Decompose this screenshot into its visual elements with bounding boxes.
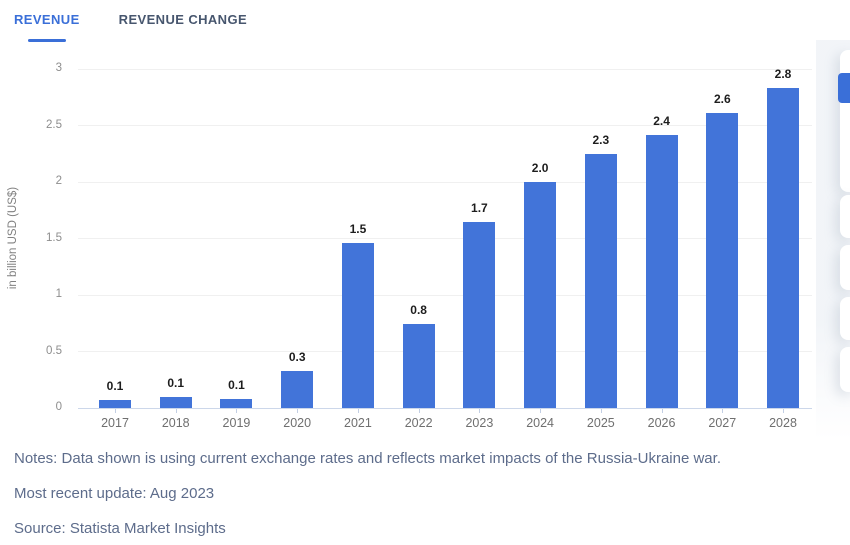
- bar-2023[interactable]: [463, 221, 496, 408]
- axis-tick: [357, 409, 359, 413]
- chart-footnotes: Notes: Data shown is using current excha…: [0, 435, 850, 539]
- axis-tick: [175, 409, 177, 413]
- y-axis-tick-label: 2: [55, 175, 62, 187]
- side-panel-card[interactable]: [840, 245, 850, 290]
- axis-tick: [783, 409, 785, 413]
- tab-revenue-change[interactable]: REVENUE CHANGE: [119, 11, 247, 42]
- tab-bar: REVENUE REVENUE CHANGE: [0, 0, 850, 42]
- y-axis-tick-label: 1: [55, 288, 62, 300]
- bar-value-label: 0.8: [410, 303, 427, 318]
- x-axis-tick-label: 2021: [344, 416, 372, 430]
- tab-revenue[interactable]: REVENUE: [14, 11, 80, 42]
- bar-value-label: 2.6: [713, 92, 731, 107]
- bar-value-label: 1.7: [471, 200, 488, 215]
- bar-2025[interactable]: [584, 153, 617, 408]
- bar-2028[interactable]: [767, 88, 800, 408]
- bar-value-label: 0.1: [167, 375, 185, 390]
- gridline: [78, 125, 812, 126]
- side-panel-active-button[interactable]: [838, 73, 850, 103]
- bar-value-label: 0.1: [106, 379, 124, 394]
- gridline: [78, 294, 812, 296]
- axis-tick: [115, 409, 116, 413]
- x-axis-tick-label: 2027: [708, 416, 737, 430]
- axis-tick: [297, 409, 299, 413]
- revenue-bar-chart: in billion USD (US$) 0 0.5 1 1.5 2 2.5 3 0.1 201…: [0, 60, 850, 435]
- update-line: Most recent update: Aug 2023: [14, 485, 215, 502]
- bar-2027[interactable]: [706, 113, 739, 408]
- axis-tick: [418, 409, 420, 413]
- x-axis-tick-label: 2024: [526, 416, 555, 430]
- x-axis-tick-label: 2025: [586, 416, 615, 430]
- gridline: [78, 351, 812, 352]
- bar-2017[interactable]: [99, 400, 131, 408]
- y-axis-tick-label: 3: [55, 62, 62, 74]
- x-axis-tick-label: 2022: [404, 416, 433, 430]
- bar-2018[interactable]: [159, 396, 192, 408]
- axis-tick: [479, 409, 481, 413]
- x-axis-tick-label: 2019: [222, 416, 251, 430]
- bar-2021[interactable]: [341, 243, 374, 408]
- bar-2020[interactable]: [281, 370, 314, 408]
- bar-2026[interactable]: [645, 134, 678, 408]
- y-axis-tick-label: 2.5: [46, 118, 62, 131]
- bar-value-label: 0.3: [288, 349, 306, 364]
- side-panel-card[interactable]: [840, 50, 850, 192]
- x-axis-tick-label: 2026: [647, 416, 676, 430]
- source-line: Source: Statista Market Insights: [14, 520, 226, 537]
- gridline: [78, 181, 812, 183]
- y-axis-tick-label: 1.5: [46, 231, 62, 244]
- gridline: [78, 68, 812, 70]
- bar-value-label: 2.3: [592, 132, 610, 147]
- bar-2024[interactable]: [524, 182, 557, 408]
- gridline: [78, 238, 812, 239]
- y-axis-tick-label: 0.5: [46, 344, 62, 357]
- bar-value-label: 0.1: [228, 377, 245, 392]
- bar-value-label: 2.8: [774, 67, 792, 82]
- bar-2019[interactable]: [220, 398, 253, 408]
- side-panel-card[interactable]: [840, 297, 850, 340]
- x-axis-tick-label: 2017: [101, 416, 129, 430]
- x-axis-tick-label: 2020: [283, 416, 312, 430]
- y-axis-tick-label: 0: [55, 401, 62, 413]
- bar-2022[interactable]: [402, 324, 435, 408]
- x-axis-tick-label: 2028: [769, 416, 797, 430]
- bar-value-label: 2.0: [531, 161, 549, 175]
- x-axis-line: [78, 408, 812, 409]
- x-axis-tick-label: 2018: [161, 416, 190, 430]
- bar-value-label: 1.5: [349, 222, 367, 237]
- axis-tick: [236, 409, 238, 413]
- axis-tick: [600, 409, 602, 413]
- axis-tick: [661, 409, 663, 413]
- axis-tick: [722, 409, 724, 413]
- side-panel-card[interactable]: [840, 195, 850, 238]
- x-axis-tick-label: 2023: [465, 416, 494, 430]
- axis-tick: [540, 409, 542, 413]
- side-panel-card[interactable]: [840, 347, 850, 392]
- notes-line: Notes: Data shown is using current excha…: [14, 450, 721, 467]
- bar-value-label: 2.4: [653, 113, 670, 128]
